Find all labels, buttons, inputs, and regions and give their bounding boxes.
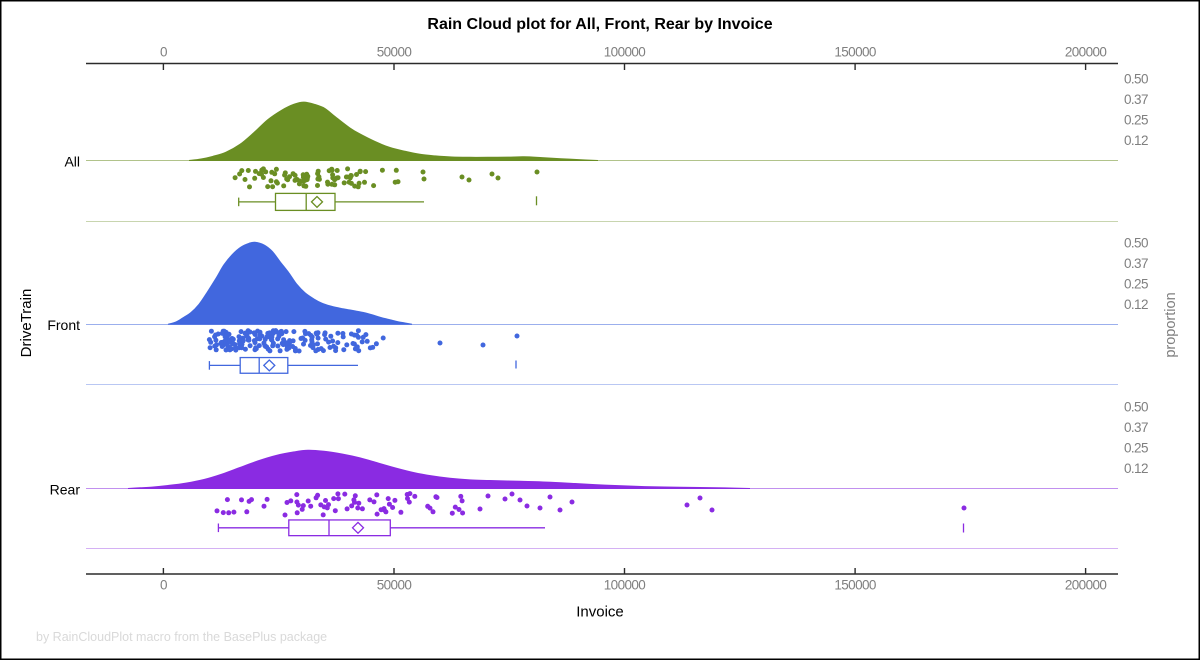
svg-text:100000: 100000 bbox=[604, 44, 646, 59]
svg-text:0.50: 0.50 bbox=[1124, 236, 1148, 251]
svg-text:0.37: 0.37 bbox=[1124, 256, 1148, 271]
svg-text:0.12: 0.12 bbox=[1124, 461, 1148, 476]
svg-text:0.12: 0.12 bbox=[1124, 297, 1148, 312]
svg-text:proportion: proportion bbox=[1163, 292, 1179, 357]
svg-text:Front: Front bbox=[47, 317, 80, 333]
svg-text:0.12: 0.12 bbox=[1124, 133, 1148, 148]
svg-text:All: All bbox=[64, 153, 80, 169]
svg-text:0.50: 0.50 bbox=[1124, 72, 1148, 87]
svg-text:0.37: 0.37 bbox=[1124, 420, 1148, 435]
svg-text:Invoice: Invoice bbox=[576, 604, 624, 621]
svg-text:DriveTrain: DriveTrain bbox=[18, 289, 35, 358]
svg-text:by RainCloudPlot macro from th: by RainCloudPlot macro from the BasePlus… bbox=[36, 630, 327, 644]
svg-text:Rear: Rear bbox=[50, 481, 81, 497]
svg-text:150000: 150000 bbox=[834, 44, 876, 59]
svg-text:0.37: 0.37 bbox=[1124, 92, 1148, 107]
svg-text:Rain Cloud plot for All, Front: Rain Cloud plot for All, Front, Rear by … bbox=[427, 16, 772, 33]
svg-text:150000: 150000 bbox=[834, 577, 876, 592]
svg-text:100000: 100000 bbox=[604, 577, 646, 592]
svg-text:0.25: 0.25 bbox=[1124, 276, 1148, 291]
svg-text:50000: 50000 bbox=[377, 44, 412, 59]
svg-text:0.25: 0.25 bbox=[1124, 441, 1148, 456]
svg-text:0.50: 0.50 bbox=[1124, 400, 1148, 415]
svg-text:0: 0 bbox=[160, 44, 167, 59]
svg-text:0: 0 bbox=[160, 577, 167, 592]
svg-text:200000: 200000 bbox=[1065, 577, 1107, 592]
svg-text:200000: 200000 bbox=[1065, 44, 1107, 59]
svg-text:0.25: 0.25 bbox=[1124, 113, 1148, 128]
svg-text:50000: 50000 bbox=[377, 577, 412, 592]
